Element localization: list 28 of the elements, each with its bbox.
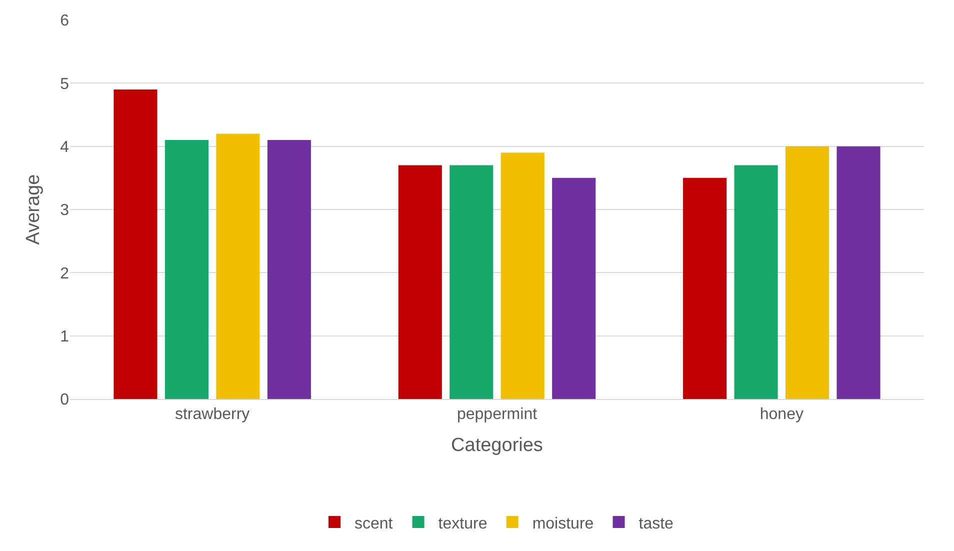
legend-label: scent [354, 515, 394, 532]
bar [450, 165, 494, 399]
x-axis-title: Categories [451, 435, 543, 456]
legend-label: taste [638, 515, 674, 532]
bar [786, 146, 830, 399]
bar [683, 178, 727, 399]
bar [734, 165, 778, 399]
bar [267, 140, 311, 399]
bar [114, 89, 158, 399]
x-tick-label: honey [760, 406, 804, 424]
y-tick-label: 5 [60, 76, 70, 93]
y-tick-label: 1 [60, 328, 70, 346]
legend-label: texture [438, 515, 488, 532]
y-axis-title: Average [22, 174, 44, 245]
bar [164, 140, 208, 399]
bar [836, 146, 880, 399]
y-tick-label: 0 [60, 392, 70, 409]
bar [216, 134, 260, 399]
y-tick-label: 2 [60, 265, 70, 282]
y-tick-label: 6 [60, 12, 70, 30]
bar [398, 165, 442, 399]
y-tick-label: 3 [60, 202, 70, 220]
y-tick-label: 4 [60, 138, 70, 156]
x-tick-label: peppermint [456, 406, 538, 424]
bar [500, 152, 544, 399]
legend-label: moisture [532, 515, 594, 532]
x-tick-label: strawberry [174, 406, 250, 424]
bar [552, 178, 596, 399]
